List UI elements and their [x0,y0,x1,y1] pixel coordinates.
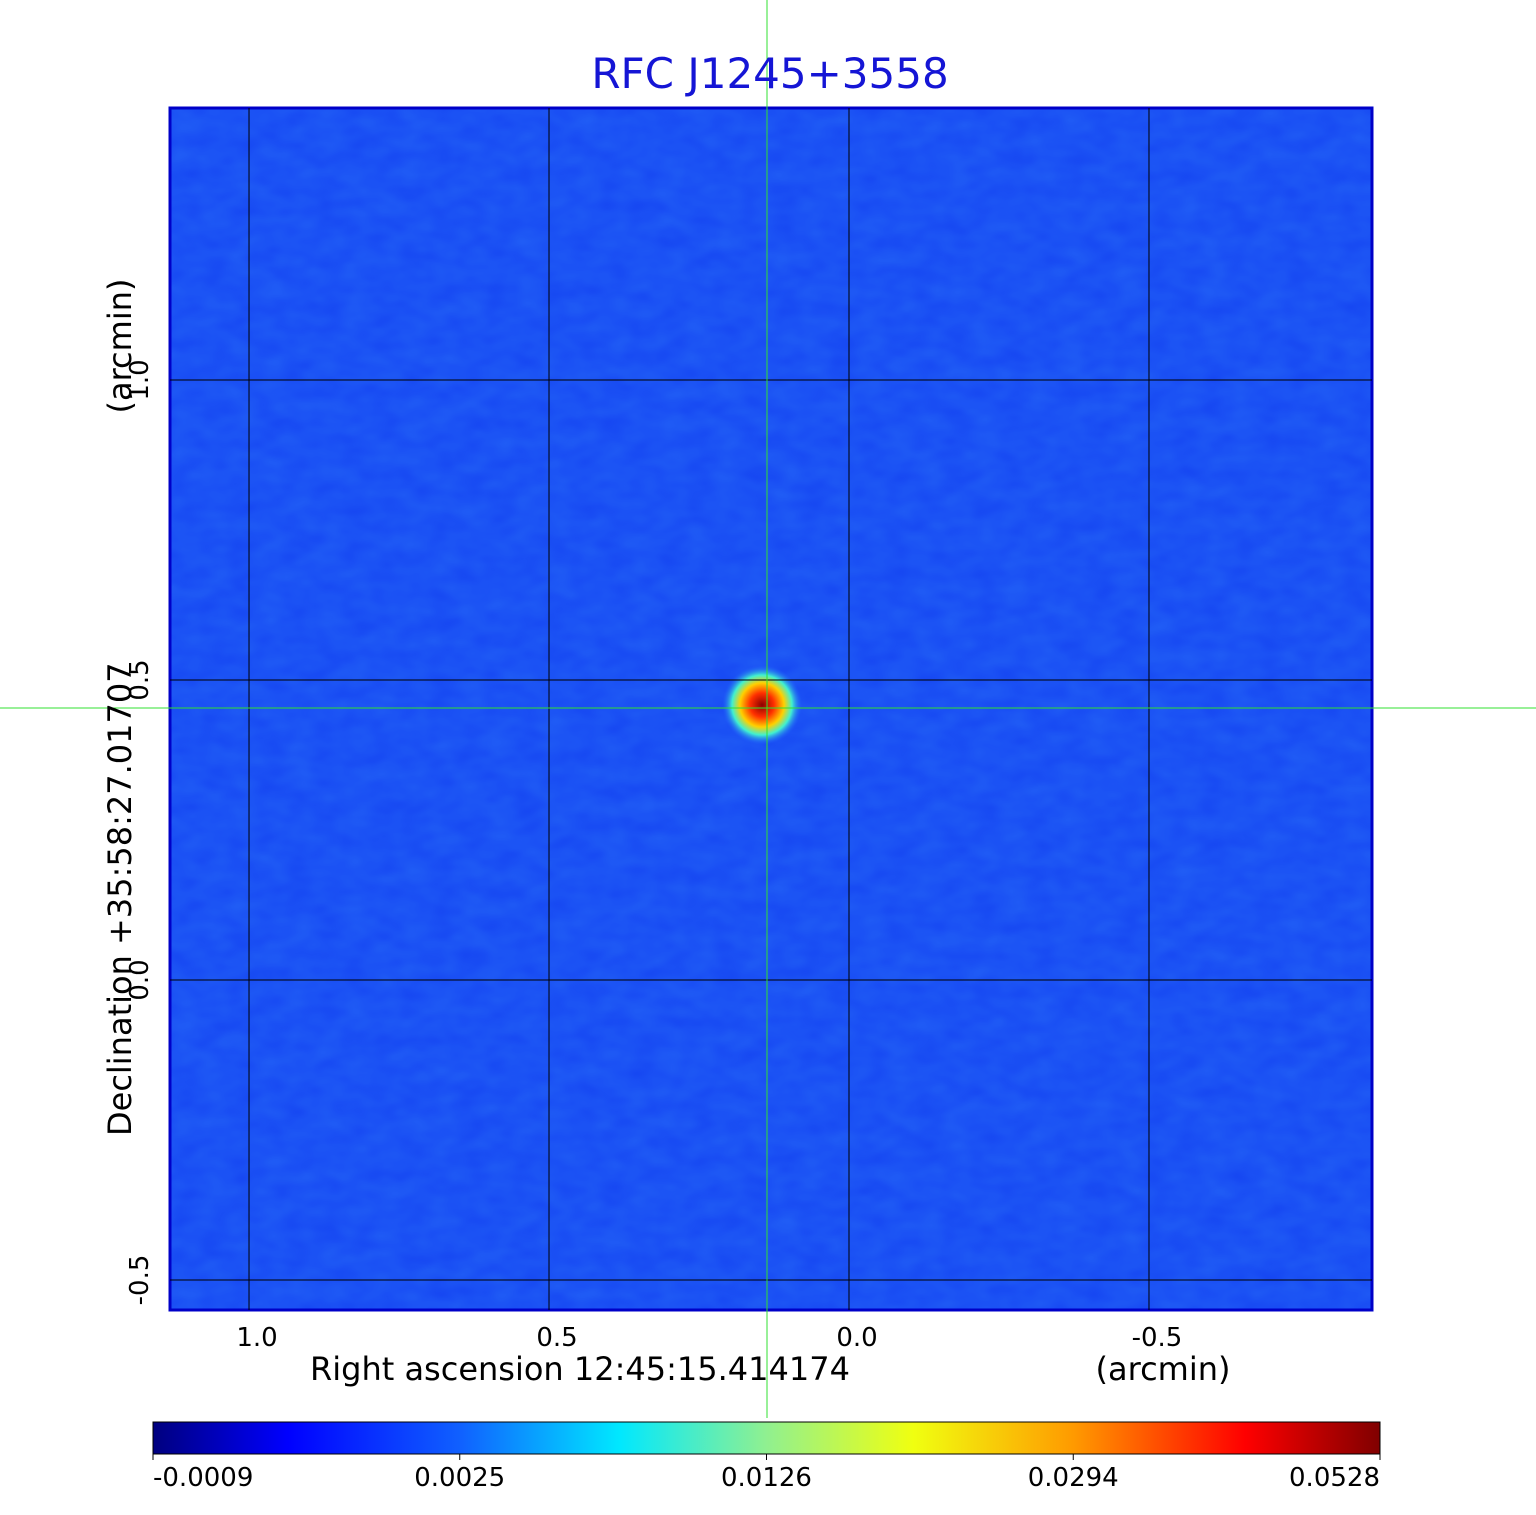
colorbar [152,1421,1381,1455]
x-axis-unit: (arcmin) [1096,1350,1231,1388]
colorbar-tick-label: 0.0025 [414,1463,505,1493]
chart-title: RFC J1245+3558 [591,49,948,98]
colorbar-tick-label: -0.0009 [153,1463,253,1493]
y-tick-label: 0.0 [125,959,155,1000]
colorbar-tick-label: 0.0528 [1289,1463,1380,1493]
colorbar-tick-label: 0.0126 [721,1463,812,1493]
image [168,106,1374,1312]
x-tick-label: 0.5 [536,1323,577,1353]
source [722,665,802,745]
y-tick-label: 1.0 [125,359,155,400]
x-axis-label: Right ascension 12:45:15.414174 [310,1350,850,1388]
y-axis-unit: (arcmin) [101,279,139,414]
y-axis-label: Declination +35:58:27.01707 [101,662,139,1136]
y-tick-label: -0.5 [125,1255,155,1306]
y-tick-label: 0.5 [125,659,155,700]
x-tick-label: -0.5 [1132,1323,1183,1353]
colorbar-tick-label: 0.0294 [1028,1463,1119,1493]
image-frame [168,106,1374,1312]
grid [170,108,1372,1310]
x-tick-label: 0.0 [836,1323,877,1353]
x-tick-label: 1.0 [236,1323,277,1353]
